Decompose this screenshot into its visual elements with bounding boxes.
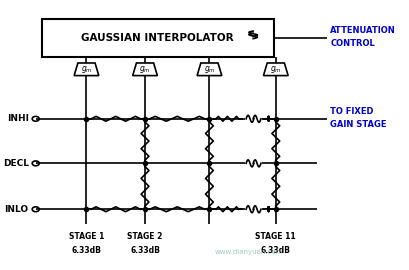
Text: DECL: DECL: [3, 159, 29, 168]
Text: 6.33dB: 6.33dB: [71, 246, 101, 255]
Polygon shape: [263, 63, 288, 76]
Text: $g_m$: $g_m$: [139, 64, 151, 75]
Text: INHI: INHI: [7, 114, 29, 123]
Text: www.dianyuan.com: www.dianyuan.com: [213, 249, 282, 255]
Text: ATTENUATION: ATTENUATION: [330, 26, 395, 35]
Text: STAGE 2: STAGE 2: [127, 232, 162, 241]
Text: GAIN STAGE: GAIN STAGE: [330, 120, 386, 129]
FancyBboxPatch shape: [41, 19, 273, 57]
Text: STAGE 11: STAGE 11: [255, 232, 295, 241]
Text: $g_m$: $g_m$: [203, 64, 215, 75]
Text: 6.33dB: 6.33dB: [260, 246, 290, 255]
Text: TO FIXED: TO FIXED: [330, 107, 373, 116]
Text: $g_m$: $g_m$: [269, 64, 281, 75]
Text: CONTROL: CONTROL: [330, 39, 374, 48]
Text: STAGE 1: STAGE 1: [69, 232, 104, 241]
Polygon shape: [133, 63, 157, 76]
Polygon shape: [197, 63, 221, 76]
Text: GAUSSIAN INTERPOLATOR: GAUSSIAN INTERPOLATOR: [81, 33, 234, 43]
Text: 6.33dB: 6.33dB: [130, 246, 160, 255]
Text: $g_m$: $g_m$: [81, 64, 92, 75]
Polygon shape: [74, 63, 99, 76]
Text: INLO: INLO: [4, 205, 29, 214]
